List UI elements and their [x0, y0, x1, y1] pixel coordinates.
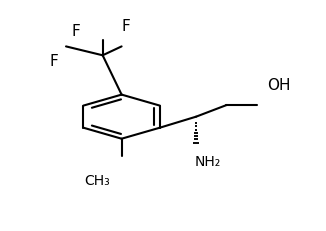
Text: F: F — [71, 24, 80, 39]
Text: CH₃: CH₃ — [85, 173, 111, 188]
Text: NH₂: NH₂ — [195, 155, 221, 169]
Text: OH: OH — [267, 78, 290, 93]
Text: F: F — [50, 54, 58, 69]
Text: F: F — [122, 19, 130, 34]
